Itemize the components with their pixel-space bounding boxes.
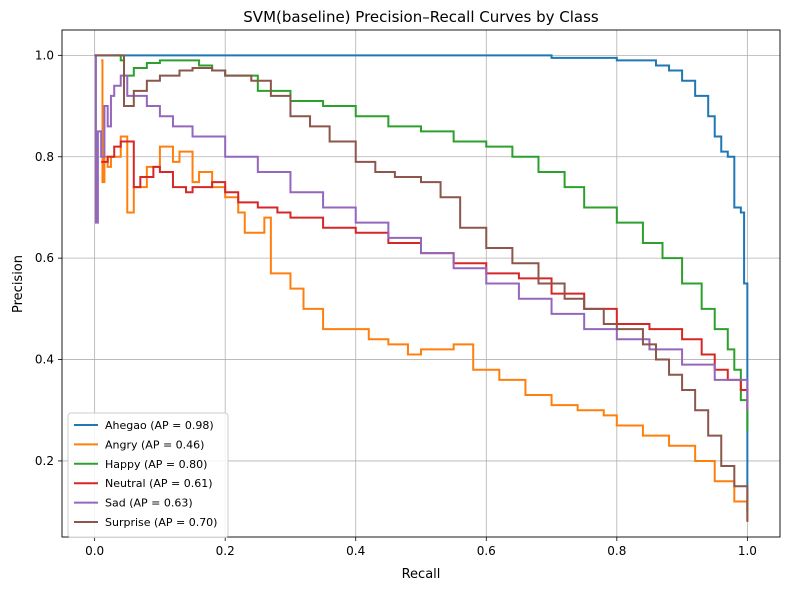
legend-entry: Neutral (AP = 0.61) [105, 477, 213, 490]
x-tick-label: 0.0 [85, 544, 104, 558]
legend-entry: Surprise (AP = 0.70) [105, 516, 217, 529]
y-tick-label: 0.2 [35, 454, 54, 468]
series-line-2 [114, 54, 749, 431]
y-axis-label: Precision [11, 255, 26, 313]
x-tick-label: 0.4 [346, 544, 365, 558]
y-tick-label: 0.4 [35, 353, 54, 367]
series-line-3 [101, 140, 749, 411]
y-tick-label: 0.6 [35, 251, 54, 265]
axis-ticks: 0.0 0.2 0.4 0.6 0.8 1.0 0.2 0.4 0.6 0.8 1.0 [35, 48, 757, 558]
series-line-1 [101, 59, 749, 522]
x-tick-label: 0.2 [216, 544, 235, 558]
chart-title: SVM(baseline) Precision–Recall Curves by… [243, 8, 599, 26]
x-tick-label: 0.6 [477, 544, 496, 558]
y-tick-label: 1.0 [35, 48, 54, 62]
series-line-0 [94, 54, 749, 512]
y-tick-label: 0.8 [35, 150, 54, 164]
x-tick-label: 1.0 [738, 544, 757, 558]
x-tick-label: 0.8 [607, 544, 626, 558]
legend-entry: Happy (AP = 0.80) [105, 458, 207, 471]
series-lines [94, 54, 749, 522]
series-line-5 [94, 54, 749, 522]
legend-entry: Angry (AP = 0.46) [105, 438, 204, 451]
legend-entry: Sad (AP = 0.63) [105, 497, 193, 510]
plot-frame [61, 29, 781, 538]
legend-box [67, 412, 229, 538]
legend: Ahegao (AP = 0.98) Angry (AP = 0.46) Happy… [67, 412, 229, 538]
x-axis-label: Recall [402, 567, 441, 582]
series-line-4 [94, 54, 749, 411]
legend-entry: Ahegao (AP = 0.98) [105, 419, 214, 432]
